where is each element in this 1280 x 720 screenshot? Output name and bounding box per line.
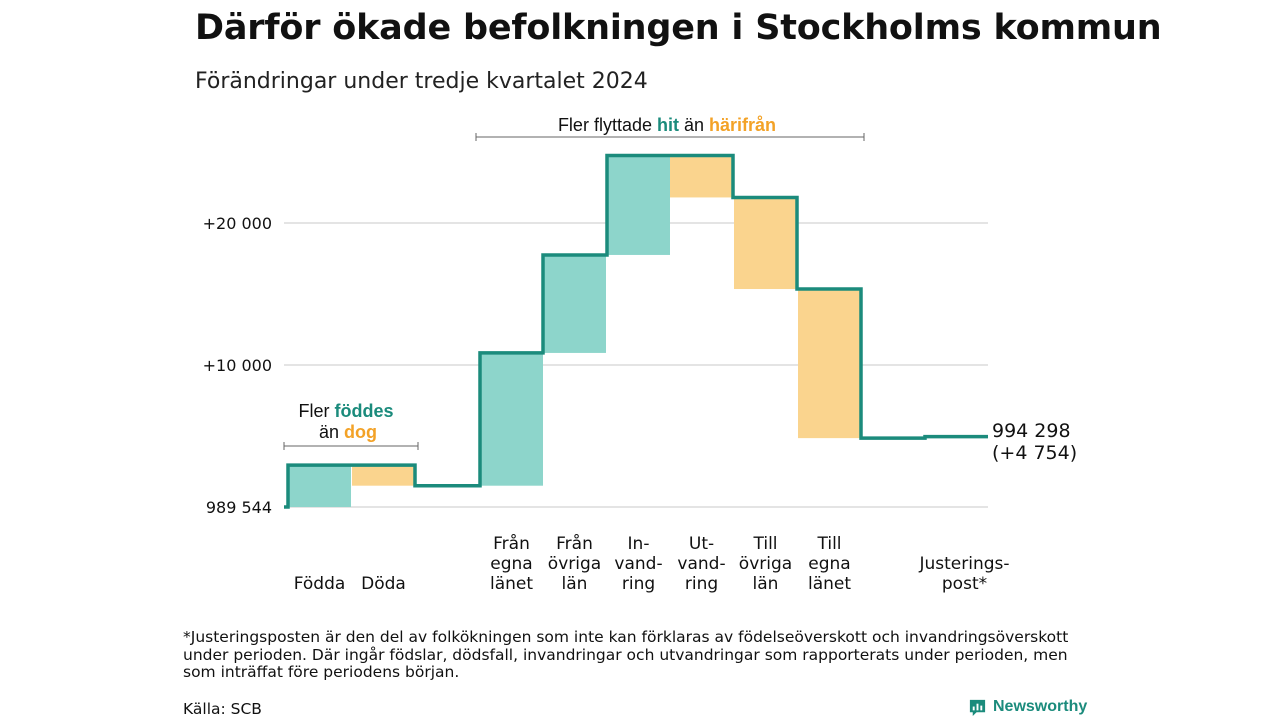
- migration-bracket-text: Fler flyttade hit än härifrån: [558, 115, 776, 135]
- x-axis-label: post*: [942, 574, 987, 594]
- migration-bracket: Fler flyttade hit än härifrån: [475, 115, 865, 141]
- source: Källa: SCB: [183, 700, 262, 718]
- end-value-label: 994 298: [992, 420, 1071, 442]
- x-axis-label: län: [753, 574, 779, 594]
- x-axis-label: ring: [685, 574, 718, 594]
- x-axis-label: ring: [622, 574, 655, 594]
- x-axis-label: Födda: [294, 574, 346, 594]
- migration-bracket-highlight-hit: hit: [657, 115, 679, 135]
- birth-bracket-prefix2: än: [319, 422, 344, 442]
- birth-bracket: Fler föddes än dog: [283, 401, 419, 450]
- migration-bracket-middle: än: [679, 115, 709, 135]
- x-axis-label: In-: [628, 534, 650, 554]
- x-axis-label: Ut-: [689, 534, 714, 554]
- brand-name: Newsworthy: [993, 698, 1088, 715]
- x-axis-label: Från: [556, 533, 593, 554]
- x-axis-label: egna: [490, 554, 532, 574]
- birth-bracket-line2: än dog: [319, 422, 377, 442]
- birth-bracket-line1: Fler föddes: [298, 401, 393, 421]
- bar: [670, 155, 733, 198]
- x-axis-label: Justerings-: [918, 554, 1009, 574]
- x-axis-label: vand-: [677, 554, 725, 574]
- birth-bracket-prefix: Fler: [298, 401, 334, 421]
- cumulative-step-line: [284, 153, 988, 509]
- footnote: *Justeringsposten är den del av folkökni…: [183, 628, 1069, 681]
- y-tick-label: +10 000: [203, 356, 272, 375]
- x-axis-label: vand-: [614, 554, 662, 574]
- bar: [734, 197, 797, 290]
- bar: [543, 254, 606, 353]
- x-axis-label: länet: [490, 574, 533, 594]
- x-axis-label: övriga: [739, 554, 792, 574]
- y-tick-label: 989 544: [206, 498, 272, 517]
- x-axis-label: Döda: [361, 574, 406, 594]
- bars: [288, 155, 861, 507]
- bar: [607, 155, 670, 255]
- bar: [798, 289, 861, 439]
- birth-bracket-highlight-doda: dog: [344, 422, 377, 442]
- end-change-label: (+4 754): [992, 442, 1077, 464]
- bar: [352, 465, 415, 486]
- x-axis-label: Från: [493, 533, 530, 554]
- newsworthy-logo-icon: [969, 699, 986, 716]
- migration-bracket-prefix: Fler flyttade: [558, 115, 657, 135]
- brand-logo[interactable]: Newsworthy: [968, 696, 1087, 718]
- x-axis-label: länet: [808, 574, 851, 594]
- x-axis-label: Till: [816, 534, 841, 554]
- migration-bracket-highlight-harifran: härifrån: [709, 115, 776, 135]
- y-tick-label: +20 000: [203, 214, 272, 233]
- x-axis-label: övriga: [548, 554, 601, 574]
- x-axis-label: Till: [752, 534, 777, 554]
- x-axis-label: egna: [808, 554, 850, 574]
- birth-bracket-highlight-fodda: föddes: [334, 401, 393, 421]
- x-axis-labels: Födda DödaFrånegnalänetFrånövrigalänIn-va…: [294, 533, 1010, 594]
- y-axis-ticks: 989 544 +10 000 +20 000: [203, 214, 272, 517]
- x-axis-label: län: [562, 574, 588, 594]
- chart-subtitle: Förändringar under tredje kvartalet 2024: [195, 69, 648, 94]
- bar: [480, 352, 543, 486]
- bar: [288, 465, 351, 507]
- chart-title: Därför ökade befolkningen i Stockholms k…: [195, 8, 1162, 48]
